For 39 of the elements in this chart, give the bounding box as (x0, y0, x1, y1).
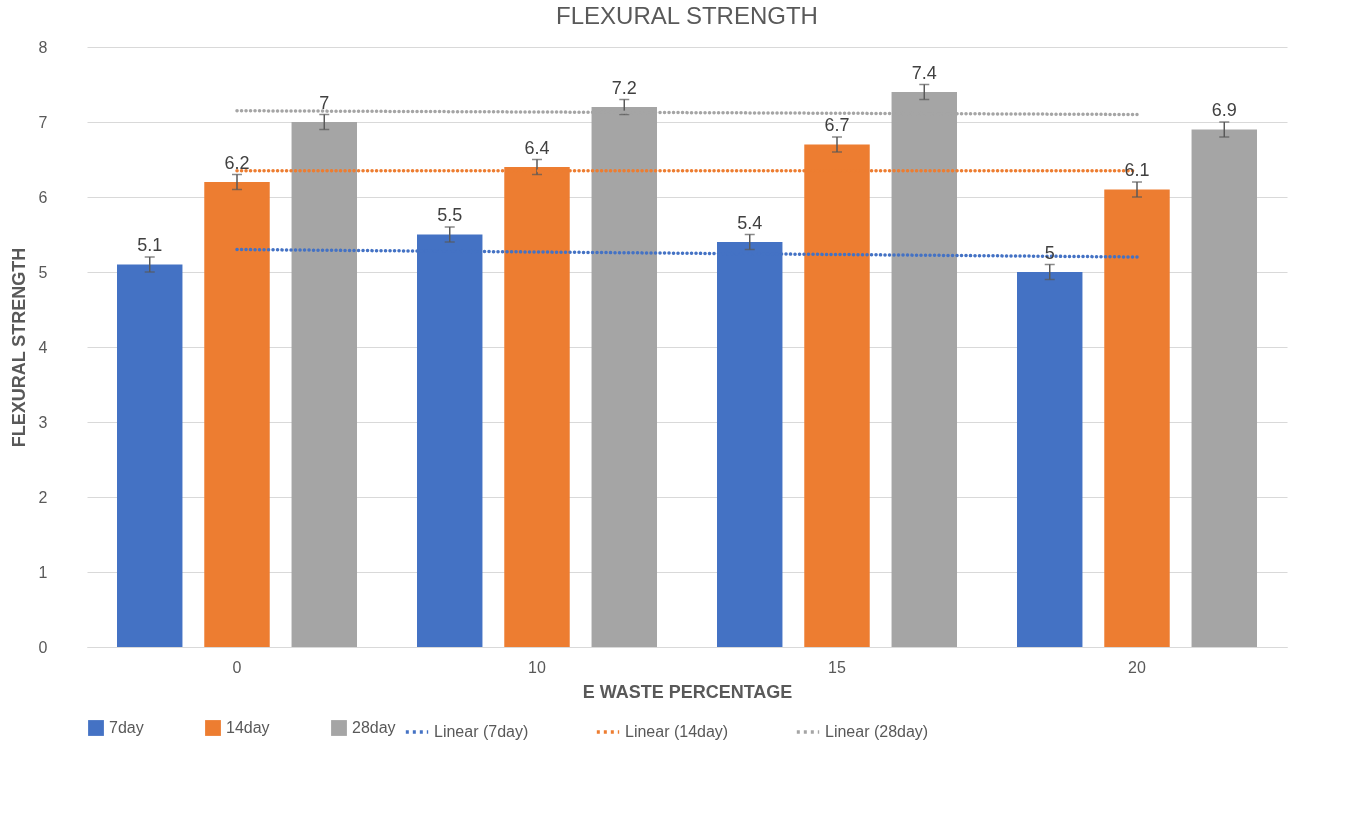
y-tick-label: 6 (38, 188, 48, 206)
x-tick-label: 20 (1128, 658, 1146, 676)
bar (117, 264, 183, 647)
data-label: 6.1 (1124, 160, 1150, 180)
bar (1191, 129, 1257, 647)
data-label: 7.4 (911, 62, 937, 83)
data-label: 7.2 (611, 77, 637, 98)
data-label: 6.9 (1211, 100, 1237, 120)
x-tick-label: 0 (232, 658, 242, 676)
data-label: 6.4 (524, 137, 550, 158)
data-label: 7 (319, 92, 330, 113)
data-label: 5.4 (737, 212, 763, 233)
x-axis-title: E WASTE PERCENTAGE (582, 681, 793, 702)
legend-label: 28day (352, 719, 396, 736)
y-tick-label: 4 (38, 338, 48, 356)
bar (291, 122, 357, 647)
y-tick-label: 2 (38, 488, 48, 506)
x-tick-label: 15 (828, 658, 846, 676)
legend-label: Linear (28day) (825, 723, 929, 740)
y-tick-label: 5 (38, 263, 48, 281)
legend-label: Linear (14day) (625, 723, 729, 740)
data-label: 6.2 (224, 152, 250, 173)
bar (204, 182, 270, 647)
chart-title: FLEXURAL STRENGTH (556, 2, 818, 29)
y-axis-title: FLEXURAL STRENGTH (8, 247, 29, 448)
data-label: 5.1 (137, 235, 163, 255)
legend-label: 14day (226, 719, 270, 736)
y-tick-label: 3 (38, 413, 48, 431)
x-tick-label: 10 (528, 658, 546, 676)
legend-label: 7day (109, 719, 144, 736)
y-tick-label: 7 (38, 113, 48, 131)
data-label: 5.5 (437, 205, 463, 225)
bar (1104, 189, 1170, 647)
y-tick-label: 1 (38, 563, 48, 581)
legend-label: Linear (7day) (434, 723, 529, 740)
y-tick-label: 8 (38, 38, 48, 56)
bar (1017, 272, 1083, 647)
data-label: 6.7 (824, 115, 850, 135)
y-tick-label: 0 (38, 638, 48, 656)
